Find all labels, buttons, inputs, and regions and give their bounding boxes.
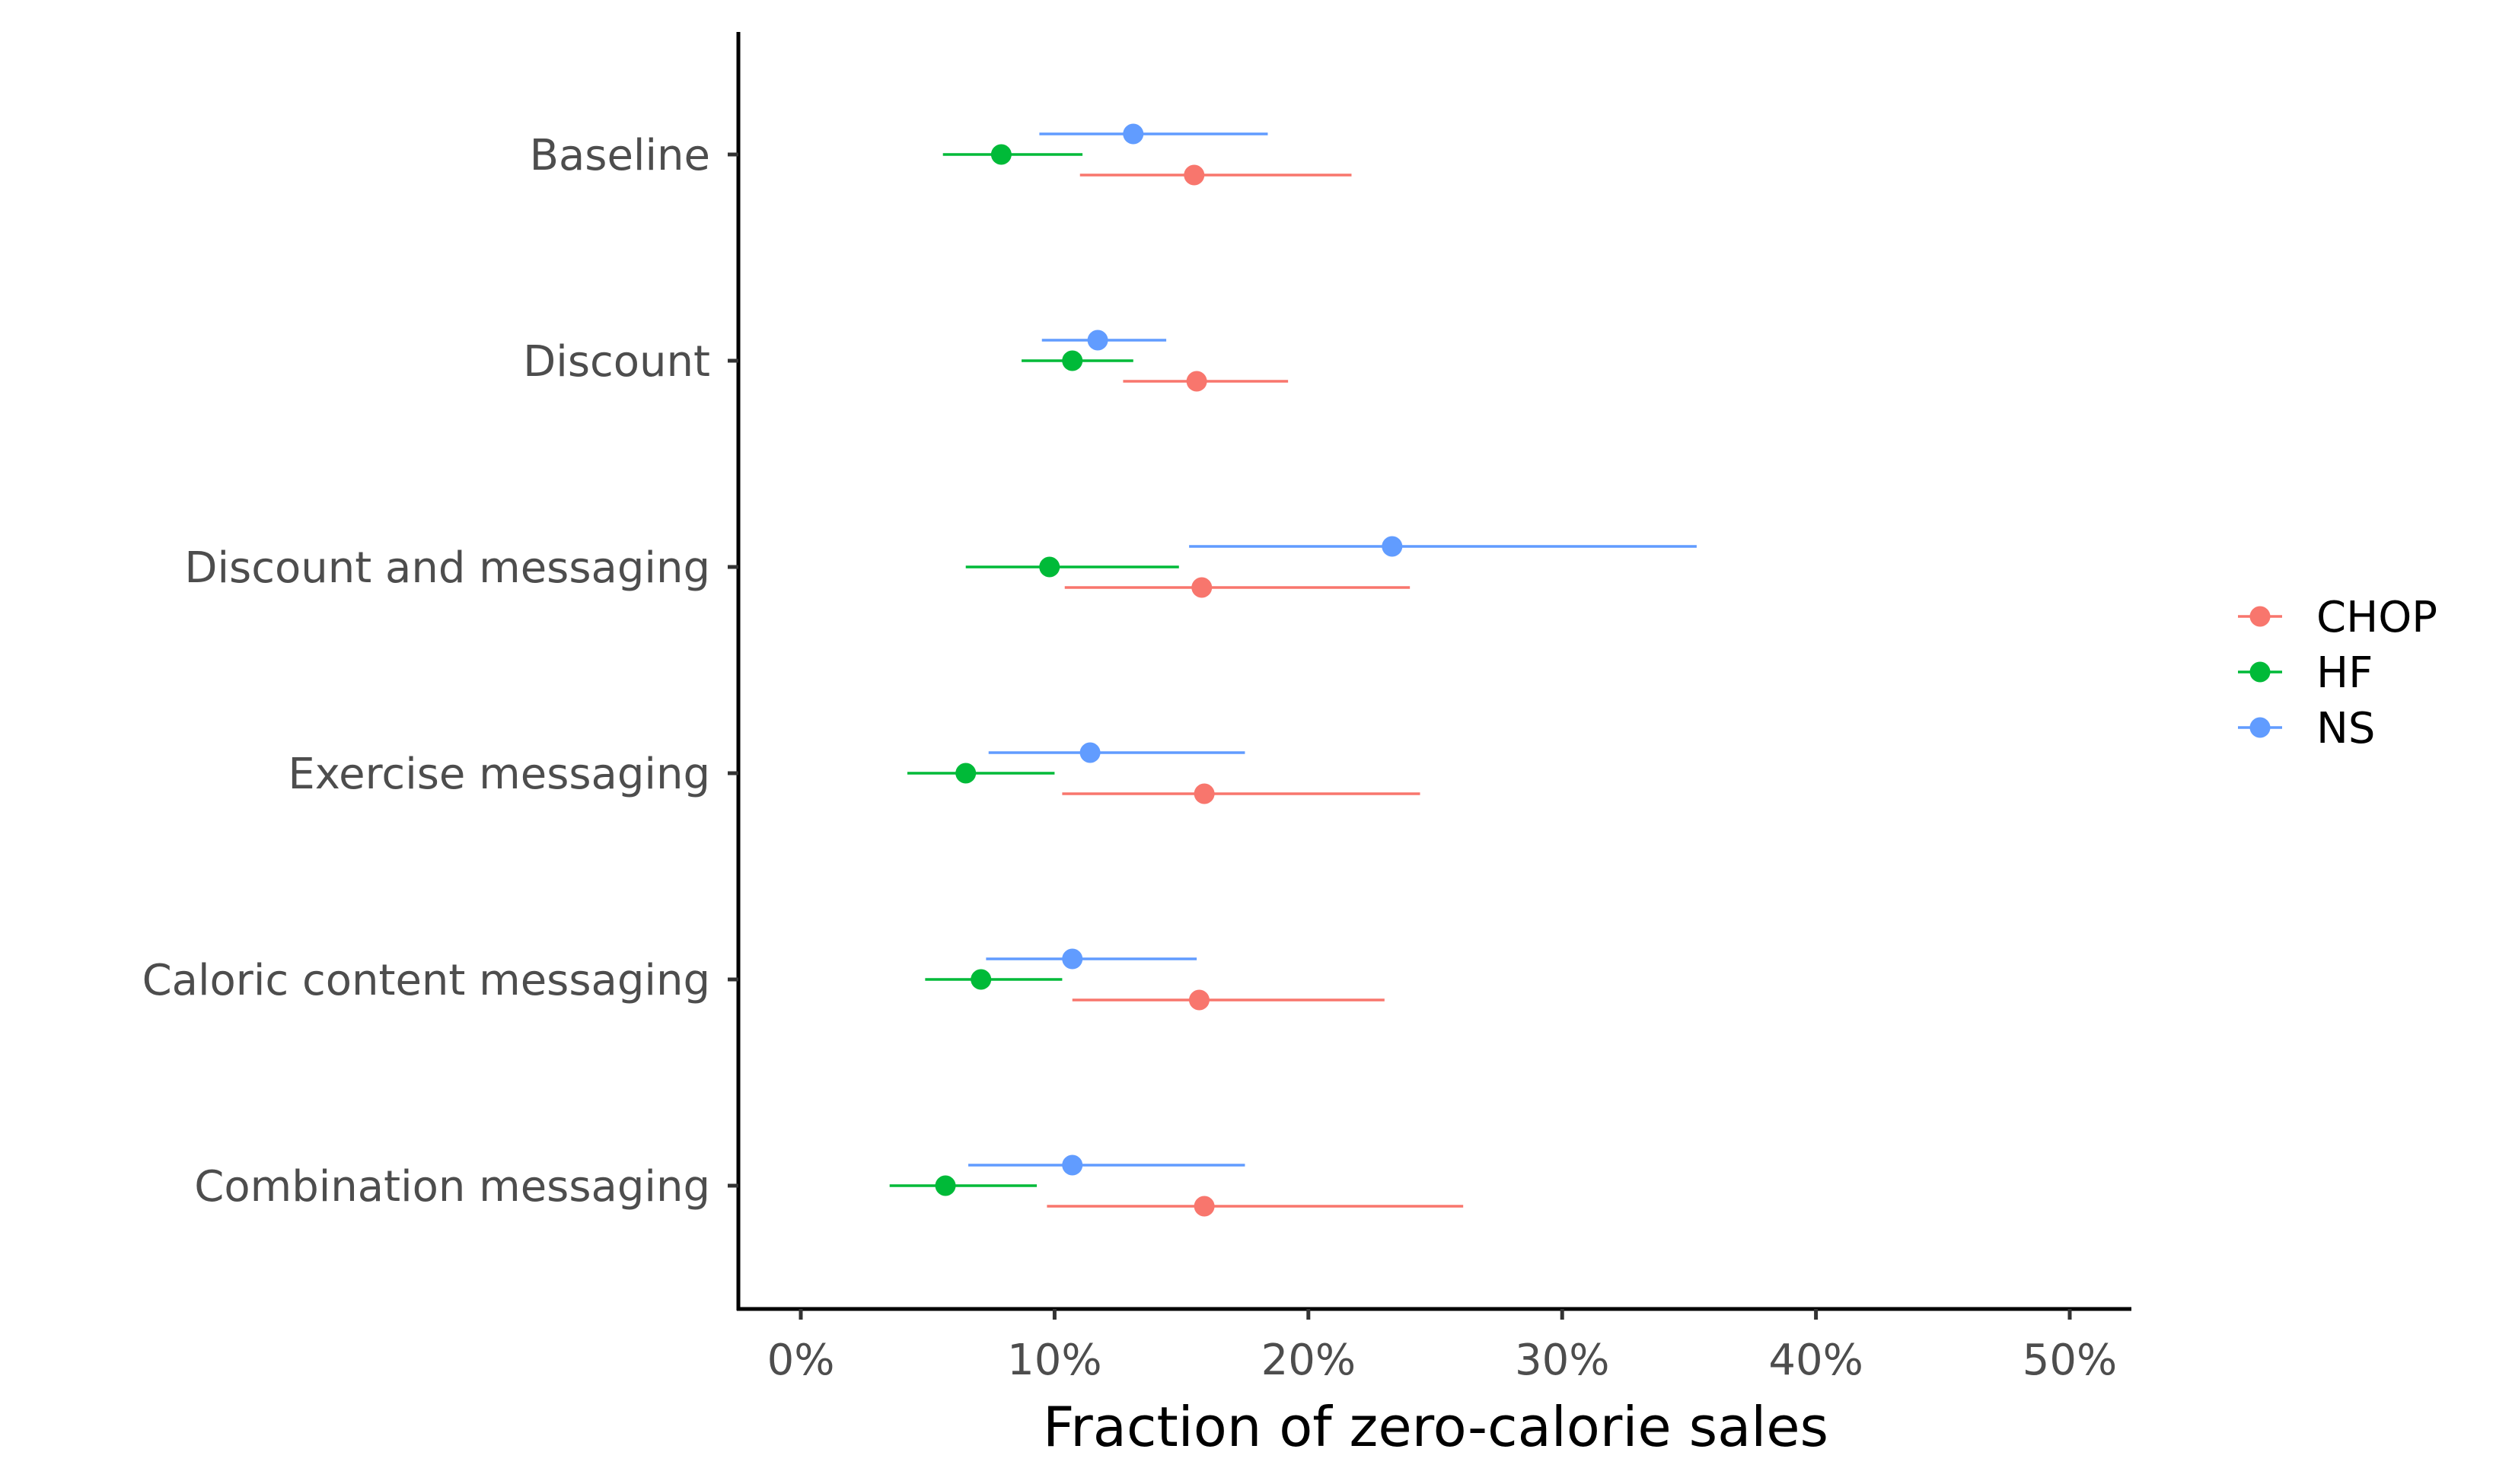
point-hf <box>935 1175 956 1196</box>
y-tick-label: Caloric content messaging <box>142 956 710 1005</box>
legend: CHOP HF NS <box>2238 593 2437 753</box>
point-hf <box>1039 556 1060 578</box>
legend-key-point <box>2249 661 2271 683</box>
y-tick-label: Discount and messaging <box>184 543 710 593</box>
x-tick-label: 0% <box>767 1336 835 1385</box>
point-hf <box>971 969 992 990</box>
legend-label: CHOP <box>2316 593 2437 642</box>
legend-item-hf: HF <box>2238 648 2373 698</box>
point-ns <box>1123 123 1144 145</box>
x-axis: 0% 10% 20% 30% 40% 50% <box>767 1309 2117 1385</box>
x-tick-label: 50% <box>2023 1336 2117 1385</box>
y-tick-label: Exercise messaging <box>288 750 710 799</box>
legend-key-point <box>2249 606 2271 627</box>
y-tick-label: Baseline <box>530 131 710 180</box>
point-chop <box>1184 164 1205 186</box>
point-chop <box>1186 371 1207 392</box>
point-ns <box>1382 536 1403 557</box>
point-hf <box>955 763 977 784</box>
point-chop <box>1194 1196 1215 1217</box>
point-chop <box>1194 783 1215 804</box>
legend-label: NS <box>2316 704 2375 753</box>
y-axis: Baseline Discount Discount and messaging Ex… <box>142 131 738 1212</box>
point-chop <box>1191 577 1213 598</box>
point-ns <box>1087 330 1108 351</box>
point-ns <box>1079 742 1101 763</box>
point-hf <box>990 144 1012 165</box>
point-ns <box>1062 1154 1083 1176</box>
legend-item-ns: NS <box>2238 704 2375 753</box>
point-ns <box>1062 948 1083 970</box>
x-axis-title: Fraction of zero-calorie sales <box>1043 1395 1828 1459</box>
x-tick-label: 10% <box>1007 1336 1101 1385</box>
x-tick-label: 20% <box>1261 1336 1356 1385</box>
legend-key-point <box>2249 717 2271 738</box>
y-tick-label: Discount <box>523 337 710 387</box>
y-tick-label: Combination messaging <box>194 1162 710 1212</box>
x-tick-label: 40% <box>1768 1336 1863 1385</box>
legend-label: HF <box>2316 648 2373 698</box>
legend-item-chop: CHOP <box>2238 593 2437 642</box>
point-chop <box>1188 989 1210 1011</box>
point-hf <box>1062 350 1083 371</box>
x-tick-label: 30% <box>1515 1336 1609 1385</box>
plot-marks <box>889 123 1697 1217</box>
